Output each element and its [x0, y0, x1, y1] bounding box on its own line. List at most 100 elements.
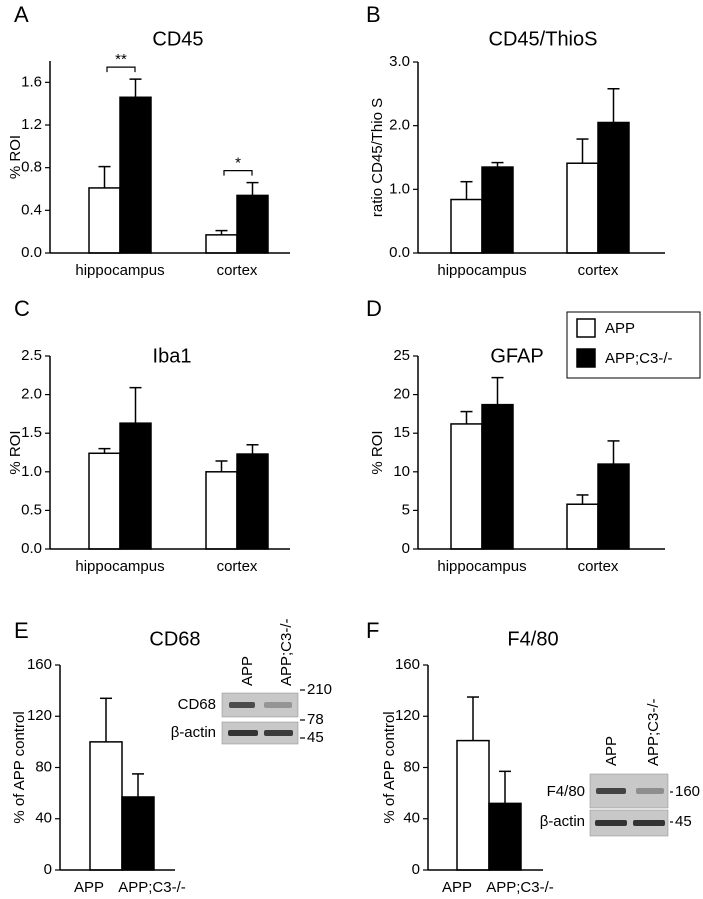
x-tick-label: cortex [578, 558, 619, 575]
blot-strip [221, 721, 299, 745]
legend-swatch [576, 348, 596, 368]
y-tick-label: 0 [44, 861, 52, 878]
blot-band [596, 788, 626, 794]
bar [450, 423, 483, 550]
significance-label: * [235, 155, 241, 172]
bar [488, 802, 522, 871]
size-marker: 210 [307, 681, 332, 698]
x-tick-label: cortex [217, 262, 258, 279]
y-tick-label: 3.0 [389, 53, 410, 70]
y-tick-label: 20 [393, 386, 410, 403]
significance-bracket [106, 66, 136, 73]
legend-label: APP [605, 320, 635, 337]
panel-letter: D [366, 296, 382, 321]
chart-title: CD45/ThioS [489, 28, 598, 50]
bar [597, 121, 630, 254]
bar [597, 463, 630, 550]
y-tick-label: 0.0 [21, 540, 42, 557]
bar [119, 422, 152, 550]
size-marker: 45 [307, 729, 324, 746]
chart-title: F4/80 [507, 628, 558, 650]
blot-band [636, 788, 664, 794]
y-axis-label: % of APP control [11, 711, 28, 823]
blot-band [633, 820, 665, 826]
bar [89, 741, 123, 871]
x-tick-label: APP [442, 879, 472, 896]
y-tick-label: 1.0 [389, 180, 410, 197]
x-tick-label: hippocampus [75, 558, 164, 575]
bar [119, 96, 152, 254]
chart-title: Iba1 [153, 345, 192, 367]
y-tick-label: 80 [35, 758, 52, 775]
row-label: CD68 [178, 696, 216, 713]
size-marker: 160 [675, 783, 700, 800]
bar [88, 187, 121, 254]
y-axis-label: % ROI [7, 135, 24, 179]
y-tick-label: 0.0 [389, 244, 410, 261]
bar [121, 796, 155, 871]
row-label: β-actin [171, 724, 216, 741]
panel-letter: C [14, 296, 30, 321]
chart-title: CD45 [152, 28, 203, 50]
lane-label: APP [603, 736, 620, 766]
bar [481, 166, 514, 254]
chart-title: CD68 [149, 628, 200, 650]
y-tick-label: 1.2 [21, 116, 42, 133]
y-tick-label: 2.0 [21, 386, 42, 403]
y-tick-label: 25 [393, 347, 410, 364]
y-tick-label: 5 [402, 501, 410, 518]
y-tick-label: 15 [393, 424, 410, 441]
y-tick-label: 0.5 [21, 501, 42, 518]
lane-label: APP;C3-/- [278, 618, 295, 686]
y-tick-label: 10 [393, 463, 410, 480]
panel-letter: F [366, 618, 379, 643]
y-axis-label: % ROI [369, 430, 386, 474]
y-tick-label: 0 [412, 861, 420, 878]
panel-letter: E [14, 618, 29, 643]
y-axis-label: ratio CD45/Thio S [369, 98, 386, 217]
bar [205, 471, 238, 550]
significance-label: ** [115, 51, 127, 68]
blot-band [264, 730, 293, 736]
lane-label: APP;C3-/- [645, 698, 662, 766]
y-tick-label: 1.5 [21, 424, 42, 441]
y-tick-label: 120 [27, 707, 52, 724]
legend-label: APP;C3-/- [605, 350, 673, 367]
blot-band [228, 730, 258, 736]
panel-letter: A [14, 2, 29, 27]
x-tick-label: APP;C3-/- [486, 879, 554, 896]
y-tick-label: 1.0 [21, 463, 42, 480]
bar [566, 162, 599, 254]
bar [236, 194, 269, 254]
y-tick-label: 40 [403, 810, 420, 827]
y-tick-label: 120 [395, 707, 420, 724]
x-tick-label: cortex [217, 558, 258, 575]
lane-label: APP [239, 656, 256, 686]
y-tick-label: 0.4 [21, 201, 42, 218]
blot-band [229, 702, 255, 708]
bar [205, 234, 238, 254]
x-tick-label: APP [74, 879, 104, 896]
significance-bracket [223, 170, 253, 176]
x-tick-label: APP;C3-/- [118, 879, 186, 896]
bar [236, 453, 269, 550]
row-label: β-actin [540, 813, 585, 830]
x-tick-label: hippocampus [437, 262, 526, 279]
y-tick-label: 40 [35, 810, 52, 827]
legend-swatch [576, 318, 596, 338]
y-tick-label: 0 [402, 540, 410, 557]
chart-title: GFAP [490, 345, 543, 367]
row-label: F4/80 [547, 783, 585, 800]
blot-band [595, 820, 627, 826]
y-tick-label: 160 [395, 656, 420, 673]
y-tick-label: 160 [27, 656, 52, 673]
x-tick-label: hippocampus [437, 558, 526, 575]
y-tick-label: 1.6 [21, 73, 42, 90]
blot-band [264, 702, 292, 708]
bar [481, 403, 514, 550]
y-tick-label: 2.5 [21, 347, 42, 364]
y-tick-label: 80 [403, 758, 420, 775]
bar [88, 452, 121, 550]
size-marker: 78 [307, 711, 324, 728]
